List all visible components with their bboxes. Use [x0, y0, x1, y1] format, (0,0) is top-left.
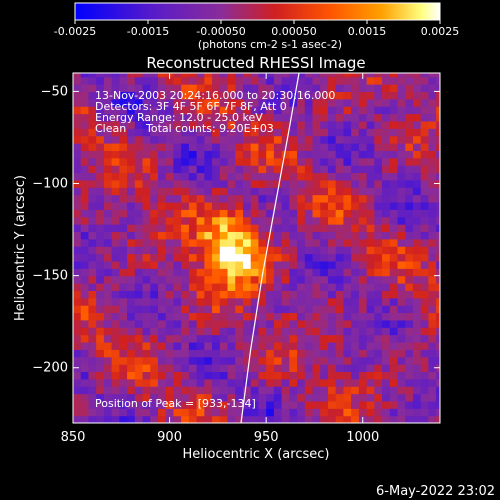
info-detectors: Detectors: 3F 4F 5F 6F 7F 8F, Att 0	[95, 100, 287, 113]
y-axis-label: Heliocentric Y (arcsec)	[13, 175, 28, 321]
info-energy: Energy Range: 12.0 - 25.0 keV	[95, 111, 263, 124]
y-tick-label: −50	[41, 84, 68, 99]
colorbar-ticks: -0.0025 -0.0015 -0.00050 0.00050 0.0015 0.002…	[54, 20, 459, 38]
y-axis: −50 −100 −150 −200	[32, 84, 440, 376]
heatmap-image	[73, 73, 440, 423]
colorbar-tick-label: 0.0015	[348, 25, 387, 38]
colorbar	[74, 2, 441, 21]
footer-date: 6-May-2022 23:02	[376, 484, 495, 499]
x-tick-label: 850	[61, 430, 86, 445]
chart-title: Reconstructed RHESSI Image	[146, 54, 365, 72]
colorbar-unit-label: (photons cm-2 s-1 asec-2)	[198, 38, 342, 51]
peak-position-label: Position of Peak = [933,-134]	[95, 397, 256, 410]
solar-limb-curve	[240, 73, 300, 423]
info-block: 13-Nov-2003 20:24:16.000 to 20:30:16.000…	[95, 89, 335, 135]
colorbar-tick-label: 0.00050	[271, 25, 317, 38]
y-tick-label: −200	[32, 361, 68, 376]
y-tick-label: −150	[32, 269, 68, 284]
x-tick-label: 900	[157, 430, 182, 445]
colorbar-tick-label: -0.00050	[196, 25, 245, 38]
info-counts: Total counts: 9.20E+03	[145, 122, 274, 135]
x-axis: 850 900 950 1000	[61, 73, 379, 445]
info-time-range: 13-Nov-2003 20:24:16.000 to 20:30:16.000	[95, 89, 335, 102]
colorbar-tick-label: -0.0015	[127, 25, 169, 38]
x-axis-label: Heliocentric X (arcsec)	[183, 447, 330, 462]
colorbar-tick-label: 0.0025	[421, 25, 460, 38]
x-tick-label: 950	[254, 430, 279, 445]
colorbar-tick-label: -0.0025	[54, 25, 96, 38]
x-tick-label: 1000	[346, 430, 379, 445]
y-tick-label: −100	[32, 177, 68, 192]
info-algorithm: Clean	[95, 122, 126, 135]
plot-frame	[72, 72, 441, 424]
